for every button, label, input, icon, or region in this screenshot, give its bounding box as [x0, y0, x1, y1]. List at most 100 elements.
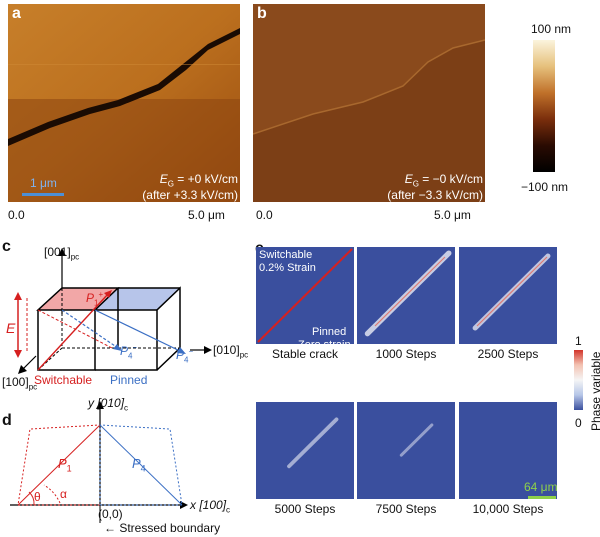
sim-caption: 7500 Steps — [375, 502, 437, 516]
x-start-a: 0.0 — [8, 208, 25, 222]
field-note-a: (after +3.3 kV/cm) — [142, 188, 238, 202]
diagram-c — [14, 248, 212, 374]
sim-note-zero: Zero strain — [298, 339, 351, 351]
axis-label-y-d: y [010]c — [88, 396, 128, 412]
sim-crack — [257, 248, 353, 343]
label-p4-minus-outer: P4− — [176, 347, 193, 364]
p4-d-symbol: P — [132, 456, 141, 471]
theta-label: θ — [34, 490, 41, 504]
afm-topography-a — [8, 4, 240, 202]
label-pinned: Pinned — [110, 373, 148, 387]
x-end-b: 5.0 μm — [434, 208, 471, 222]
p4b-sub: 4 — [184, 355, 189, 365]
p4b-symbol: P — [176, 348, 185, 362]
axis-x-sub: pc — [28, 382, 38, 392]
diagram-d — [10, 401, 188, 523]
axis-label-010: [010]pc — [213, 343, 248, 359]
axis-label-x-d: x [100]c — [190, 498, 230, 514]
axis-y-d-sub: c — [124, 403, 129, 413]
sim-frame — [256, 247, 354, 344]
label-p1-d: P1 — [58, 456, 72, 474]
sim-frame — [256, 402, 354, 499]
afm-colorbar-bottom-label: −100 nm — [521, 180, 569, 194]
axis-x-d-sub: c — [226, 505, 231, 515]
axis-label-001: [001]pc — [44, 245, 79, 261]
p1-symbol: P — [86, 291, 95, 305]
p4a-sub: 4 — [128, 351, 133, 361]
afm-image-b: b EG = −0 kV/cm (after −3.3 kV/cm) — [253, 4, 485, 202]
field-value-a: = +0 kV/cm — [173, 172, 238, 186]
panel-label-d: d — [2, 412, 12, 429]
afm-image-a: a 1 μm EG = +0 kV/cm (after +3.3 kV/cm) — [8, 4, 240, 202]
phase-colorbar-top: 1 — [575, 334, 582, 348]
sim-note-switchable: Switchable — [259, 249, 313, 261]
field-sub-a: G — [167, 179, 174, 189]
field-text-b: EG = −0 kV/cm — [365, 172, 483, 188]
p1-d-sub: 1 — [66, 463, 72, 474]
label-p1-plus: P1+ — [86, 290, 103, 307]
sim-caption: 10,000 Steps — [472, 502, 544, 516]
sim-scalebar — [528, 496, 556, 499]
sim-crack — [472, 253, 551, 331]
label-p4-minus-inner: P4− — [120, 343, 137, 360]
p4a-symbol: P — [120, 344, 129, 358]
field-text-a: EG = +0 kV/cm — [120, 172, 238, 188]
label-p4-d: P4 — [132, 456, 146, 474]
field-symbol-a: E — [159, 172, 168, 186]
axis-y-text: [010] — [213, 343, 240, 357]
sim-frame — [459, 402, 557, 499]
sim-scalebar-label: 64 μm — [524, 480, 558, 494]
crack-core — [374, 256, 446, 327]
stressed-boundary-label: ← Stressed boundary — [104, 521, 221, 535]
sim-note-strain: 0.2% Strain — [259, 262, 316, 274]
axis-x-d-text: x [100] — [190, 498, 227, 512]
crack-core — [476, 256, 548, 327]
axis-z-sub: pc — [70, 252, 80, 262]
field-label-e: E — [6, 320, 16, 336]
origin-label: (0,0) — [98, 507, 123, 521]
panel-label-c: c — [2, 238, 11, 255]
sim-frame — [357, 402, 455, 499]
crack-glow — [399, 423, 434, 457]
p4b-sup: − — [188, 347, 194, 356]
crack-line — [257, 248, 353, 343]
p4-d-sub: 4 — [140, 463, 146, 474]
scalebar-a — [22, 193, 64, 196]
sim-crack — [287, 417, 339, 469]
sim-caption: 5000 Steps — [274, 502, 336, 516]
x-start-b: 0.0 — [256, 208, 273, 222]
phase-colorbar — [574, 350, 583, 410]
sim-crack — [364, 250, 452, 337]
label-switchable: Switchable — [34, 373, 93, 387]
alpha-label: α — [60, 487, 67, 501]
afm-colorbar-top-label: 100 nm — [531, 22, 572, 36]
field-note-b: (after −3.3 kV/cm) — [387, 188, 483, 202]
x-end-a: 5.0 μm — [188, 208, 225, 222]
scalebar-label-a: 1 μm — [30, 176, 57, 190]
sim-crack — [399, 423, 434, 457]
phase-colorbar-bottom: 0 — [575, 416, 582, 430]
axis-y-sub: pc — [239, 350, 249, 360]
sim-note-pinned: Pinned — [312, 326, 347, 338]
axis-y-d-text: y [010] — [88, 396, 125, 410]
panel-label-a: a — [12, 5, 21, 22]
field-value-b: = −0 kV/cm — [418, 172, 483, 186]
p4a-sup: − — [132, 343, 138, 352]
p1-sup: + — [98, 290, 104, 299]
sim-caption: 1000 Steps — [375, 347, 437, 361]
p1-d-symbol: P — [58, 456, 67, 471]
sim-caption: 2500 Steps — [477, 347, 539, 361]
sim-caption: Stable crack — [271, 347, 339, 361]
axis-z-text: [001] — [44, 245, 71, 259]
panel-label-b: b — [257, 5, 267, 22]
field-sub-b: G — [412, 179, 419, 189]
afm-topography-b — [253, 4, 485, 202]
p1-sub: 1 — [94, 298, 99, 308]
afm-colorbar — [533, 40, 555, 172]
axis-x-text: [100] — [2, 375, 29, 389]
crack-glow — [287, 417, 339, 469]
phase-colorbar-title: Phase variable — [589, 351, 600, 431]
field-symbol-b: E — [404, 172, 413, 186]
sim-frame — [357, 247, 455, 344]
sim-frame — [459, 247, 557, 344]
